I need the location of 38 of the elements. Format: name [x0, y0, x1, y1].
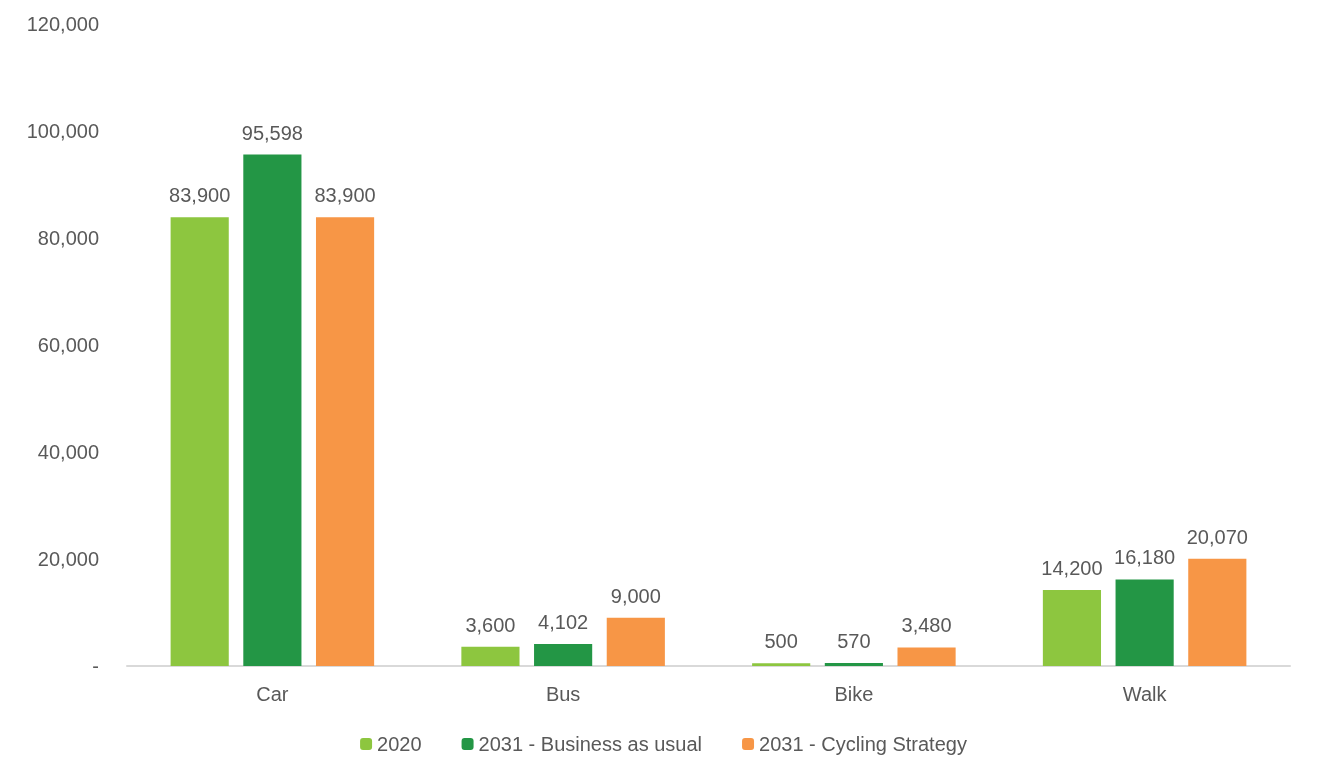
- x-tick-label: Car: [256, 683, 289, 705]
- data-label: 500: [764, 630, 798, 653]
- data-label: 9,000: [610, 584, 661, 607]
- y-tick-label: 120,000: [26, 13, 99, 35]
- data-label: 14,200: [1041, 557, 1103, 580]
- bar: [461, 646, 520, 666]
- x-tick-label: Bus: [545, 683, 581, 705]
- y-tick-label: 60,000: [37, 334, 99, 356]
- bar: [315, 217, 375, 666]
- data-label: 16,180: [1114, 546, 1176, 569]
- y-tick-label: 40,000: [37, 441, 99, 463]
- y-tick-label: 20,000: [37, 548, 99, 570]
- bar: [170, 217, 229, 666]
- bar: [752, 663, 811, 666]
- y-tick-label: -: [92, 655, 99, 677]
- bar: [824, 662, 883, 666]
- bar: [1115, 579, 1174, 666]
- data-label: 83,900: [314, 184, 376, 207]
- data-label: 570: [837, 629, 871, 652]
- data-label: 3,600: [465, 613, 516, 636]
- bar: [606, 617, 665, 666]
- x-tick-label: Bike: [834, 683, 874, 705]
- x-tick-label: Walk: [1122, 683, 1168, 705]
- data-label: 3,480: [901, 614, 952, 637]
- bar: [243, 154, 302, 666]
- bar: [897, 647, 956, 666]
- legend-label: 2031 - Cycling Strategy: [759, 733, 967, 755]
- bar: [1188, 558, 1247, 666]
- bar: [1042, 590, 1102, 666]
- data-label: 95,598: [241, 121, 303, 144]
- y-tick-label: 80,000: [37, 227, 99, 249]
- bar: [534, 644, 593, 666]
- legend-label: 2020: [377, 733, 422, 755]
- data-label: 83,900: [169, 184, 231, 207]
- y-tick-label: 100,000: [26, 120, 99, 142]
- data-label: 20,070: [1186, 525, 1248, 548]
- data-label: 4,102: [538, 611, 589, 634]
- legend-label: 2031 - Business as usual: [478, 733, 703, 755]
